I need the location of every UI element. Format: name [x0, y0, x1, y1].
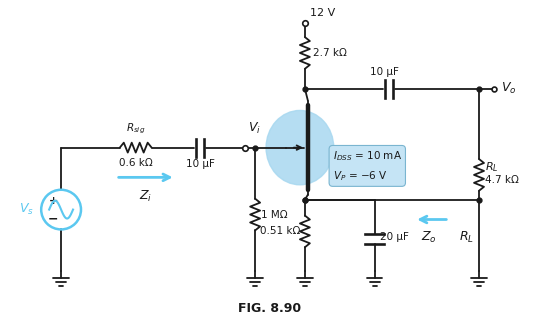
- Text: $R_L$: $R_L$: [459, 229, 474, 245]
- Text: 20 μF: 20 μF: [381, 232, 409, 242]
- Text: 1 MΩ: 1 MΩ: [261, 210, 288, 220]
- Ellipse shape: [266, 110, 334, 185]
- Text: $V_o$: $V_o$: [501, 81, 517, 96]
- Text: $Z_i$: $Z_i$: [139, 189, 152, 204]
- Text: 0.51 kΩ: 0.51 kΩ: [260, 226, 301, 237]
- Text: $V_s$: $V_s$: [20, 202, 34, 217]
- Text: $I_{DSS}$ = 10 mA
$V_P$ = −6 V: $I_{DSS}$ = 10 mA $V_P$ = −6 V: [333, 149, 402, 183]
- Text: $R_L$: $R_L$: [485, 160, 499, 174]
- Text: 10 μF: 10 μF: [370, 67, 399, 77]
- Text: 2.7 kΩ: 2.7 kΩ: [313, 48, 347, 58]
- Text: 0.6 kΩ: 0.6 kΩ: [119, 157, 153, 168]
- Text: −: −: [48, 212, 58, 225]
- Text: $V_i$: $V_i$: [248, 121, 261, 136]
- Text: $Z_o$: $Z_o$: [421, 229, 437, 245]
- Text: $R_{sig}$: $R_{sig}$: [126, 121, 145, 136]
- Text: 4.7 kΩ: 4.7 kΩ: [485, 175, 519, 185]
- Text: 12 V: 12 V: [310, 8, 335, 18]
- Text: FIG. 8.90: FIG. 8.90: [239, 302, 302, 315]
- Text: +: +: [49, 196, 58, 206]
- Text: 10 μF: 10 μF: [186, 158, 215, 168]
